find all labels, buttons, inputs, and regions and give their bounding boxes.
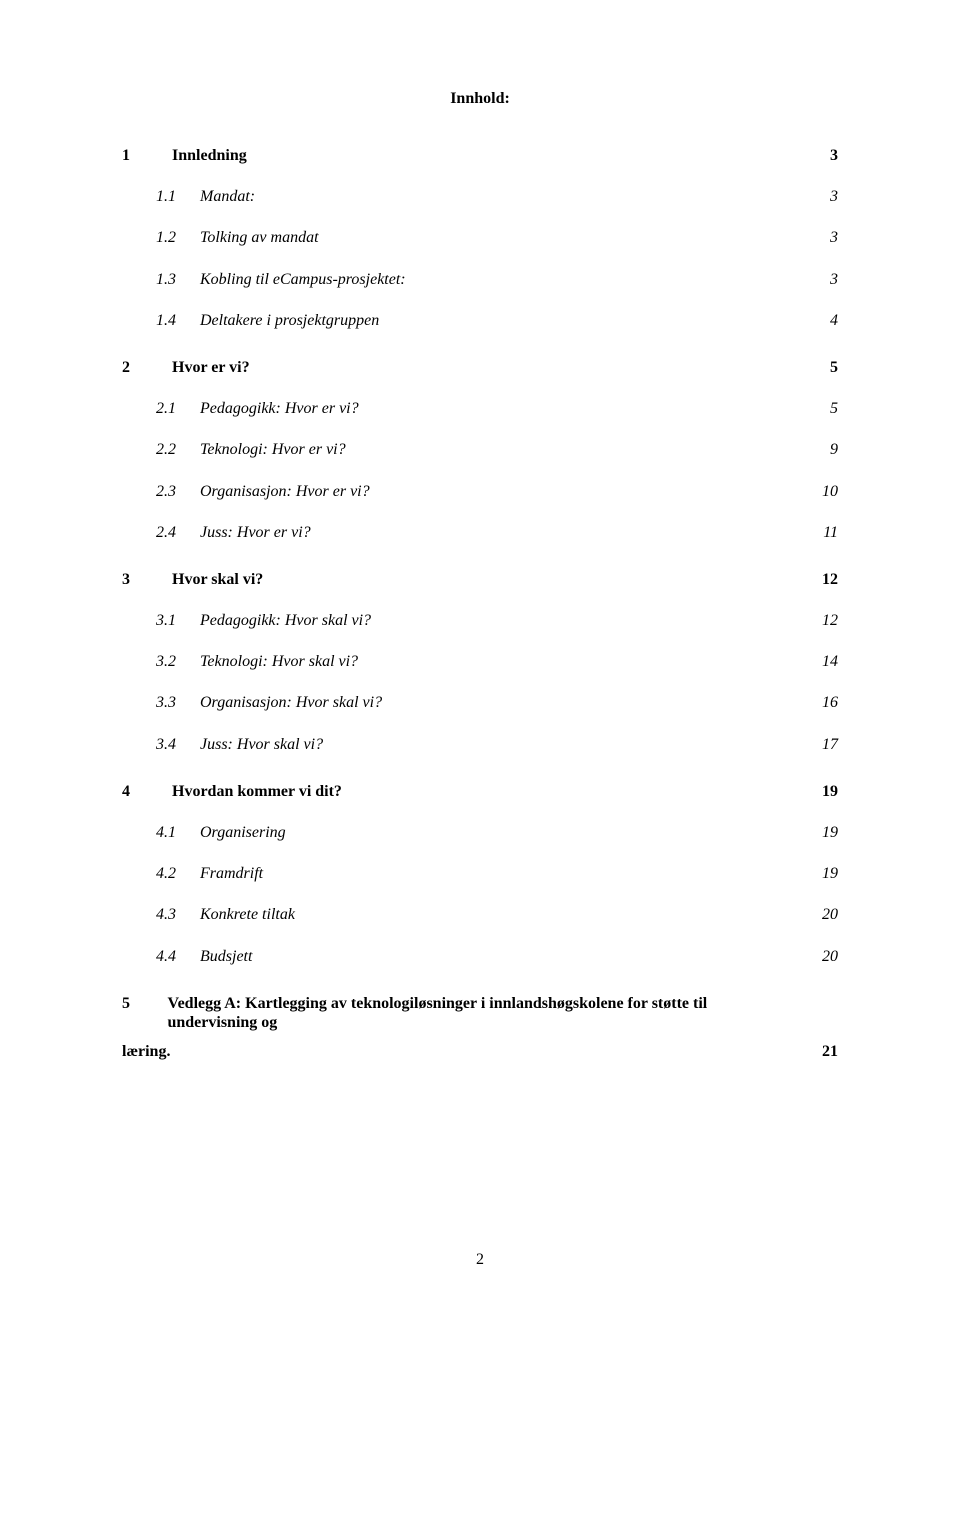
toc-page: 12 xyxy=(822,570,838,589)
toc-num: 1.3 xyxy=(156,270,200,289)
toc-page: 3 xyxy=(830,228,838,247)
table-of-contents: 1 Innledning 3 1.1 Mandat: 3 1.2 Tolking… xyxy=(122,146,838,1061)
page-title: Innhold: xyxy=(122,90,838,108)
toc-entry: 2.2 Teknologi: Hvor er vi? 9 xyxy=(122,440,838,459)
toc-num: 4.1 xyxy=(156,823,200,842)
toc-page: 17 xyxy=(822,735,838,754)
toc-num: 2.2 xyxy=(156,440,200,459)
toc-page: 19 xyxy=(822,864,838,883)
toc-page: 3 xyxy=(830,146,838,165)
toc-page: 5 xyxy=(830,399,838,418)
toc-num: 3.4 xyxy=(156,735,200,754)
toc-page: 19 xyxy=(822,782,838,801)
toc-num: 5 xyxy=(122,994,167,1013)
toc-label: Kobling til eCampus-prosjektet: xyxy=(200,270,406,289)
toc-page: 3 xyxy=(830,270,838,289)
toc-num: 1.2 xyxy=(156,228,200,247)
toc-entry: 4.1 Organisering 19 xyxy=(122,823,838,842)
toc-label: Juss: Hvor skal vi? xyxy=(200,735,323,754)
toc-num: 1.4 xyxy=(156,311,200,330)
toc-label: Tolking av mandat xyxy=(200,228,319,247)
toc-label: Teknologi: Hvor skal vi? xyxy=(200,652,358,671)
toc-label: Pedagogikk: Hvor skal vi? xyxy=(200,611,371,630)
toc-label: Framdrift xyxy=(200,864,263,883)
toc-num: 1 xyxy=(122,146,172,165)
toc-label: Deltakere i prosjektgruppen xyxy=(200,311,379,330)
toc-num: 2.4 xyxy=(156,523,200,542)
toc-page: 5 xyxy=(830,358,838,377)
toc-page: 14 xyxy=(822,652,838,671)
toc-page: 16 xyxy=(822,693,838,712)
toc-entry: 3.2 Teknologi: Hvor skal vi? 14 xyxy=(122,652,838,671)
toc-entry: 4.2 Framdrift 19 xyxy=(122,864,838,883)
toc-label: Hvor skal vi? xyxy=(172,570,263,589)
page-number: 2 xyxy=(122,1251,838,1269)
toc-num: 3 xyxy=(122,570,172,589)
toc-num: 2.1 xyxy=(156,399,200,418)
toc-num: 3.1 xyxy=(156,611,200,630)
toc-num: 4 xyxy=(122,782,172,801)
toc-num: 2 xyxy=(122,358,172,377)
toc-entry: 4 Hvordan kommer vi dit? 19 xyxy=(122,782,838,801)
toc-entry: 2 Hvor er vi? 5 xyxy=(122,358,838,377)
toc-entry: 3 Hvor skal vi? 12 xyxy=(122,570,838,589)
toc-entry: 1.4 Deltakere i prosjektgruppen 4 xyxy=(122,311,838,330)
toc-num: 3.3 xyxy=(156,693,200,712)
toc-entry: 1.3 Kobling til eCampus-prosjektet: 3 xyxy=(122,270,838,289)
toc-page: 11 xyxy=(823,523,838,542)
toc-label: Innledning xyxy=(172,146,247,165)
toc-page: 21 xyxy=(822,1042,838,1061)
toc-label: Konkrete tiltak xyxy=(200,905,295,924)
toc-label: Pedagogikk: Hvor er vi? xyxy=(200,399,359,418)
toc-label: Organisering xyxy=(200,823,286,842)
toc-entry: 3.1 Pedagogikk: Hvor skal vi? 12 xyxy=(122,611,838,630)
toc-num: 2.3 xyxy=(156,482,200,501)
toc-label: Hvor er vi? xyxy=(172,358,250,377)
toc-page: 19 xyxy=(822,823,838,842)
toc-num: 1.1 xyxy=(156,187,200,206)
toc-entry: 1 Innledning 3 xyxy=(122,146,838,165)
toc-entry: 2.1 Pedagogikk: Hvor er vi? 5 xyxy=(122,399,838,418)
toc-entry: 4.3 Konkrete tiltak 20 xyxy=(122,905,838,924)
toc-num: 4.4 xyxy=(156,947,200,966)
toc-entry: 3.3 Organisasjon: Hvor skal vi? 16 xyxy=(122,693,838,712)
toc-entry: 4.4 Budsjett 20 xyxy=(122,947,838,966)
toc-label: Juss: Hvor er vi? xyxy=(200,523,311,542)
toc-page: 20 xyxy=(822,947,838,966)
toc-label: Hvordan kommer vi dit? xyxy=(172,782,342,801)
toc-label: Vedlegg A: Kartlegging av teknologiløsni… xyxy=(167,994,762,1032)
toc-entry: 5 Vedlegg A: Kartlegging av teknologiløs… xyxy=(122,994,838,1032)
toc-num: 4.2 xyxy=(156,864,200,883)
toc-label: Organisasjon: Hvor er vi? xyxy=(200,482,370,501)
toc-page: 20 xyxy=(822,905,838,924)
toc-entry: 1.1 Mandat: 3 xyxy=(122,187,838,206)
toc-label: Mandat: xyxy=(200,187,255,206)
toc-entry: 2.4 Juss: Hvor er vi? 11 xyxy=(122,523,838,542)
toc-label: Budsjett xyxy=(200,947,252,966)
toc-entry: 2.3 Organisasjon: Hvor er vi? 10 xyxy=(122,482,838,501)
toc-page: 12 xyxy=(822,611,838,630)
toc-page: 3 xyxy=(830,187,838,206)
toc-label: Teknologi: Hvor er vi? xyxy=(200,440,346,459)
toc-page: 10 xyxy=(822,482,838,501)
toc-entry: 3.4 Juss: Hvor skal vi? 17 xyxy=(122,735,838,754)
toc-num: 3.2 xyxy=(156,652,200,671)
toc-entry: læring. 21 xyxy=(122,1042,838,1061)
toc-page: 9 xyxy=(830,440,838,459)
toc-label: læring. xyxy=(122,1042,170,1061)
toc-page: 4 xyxy=(830,311,838,330)
toc-label: Organisasjon: Hvor skal vi? xyxy=(200,693,382,712)
toc-entry: 1.2 Tolking av mandat 3 xyxy=(122,228,838,247)
toc-num: 4.3 xyxy=(156,905,200,924)
